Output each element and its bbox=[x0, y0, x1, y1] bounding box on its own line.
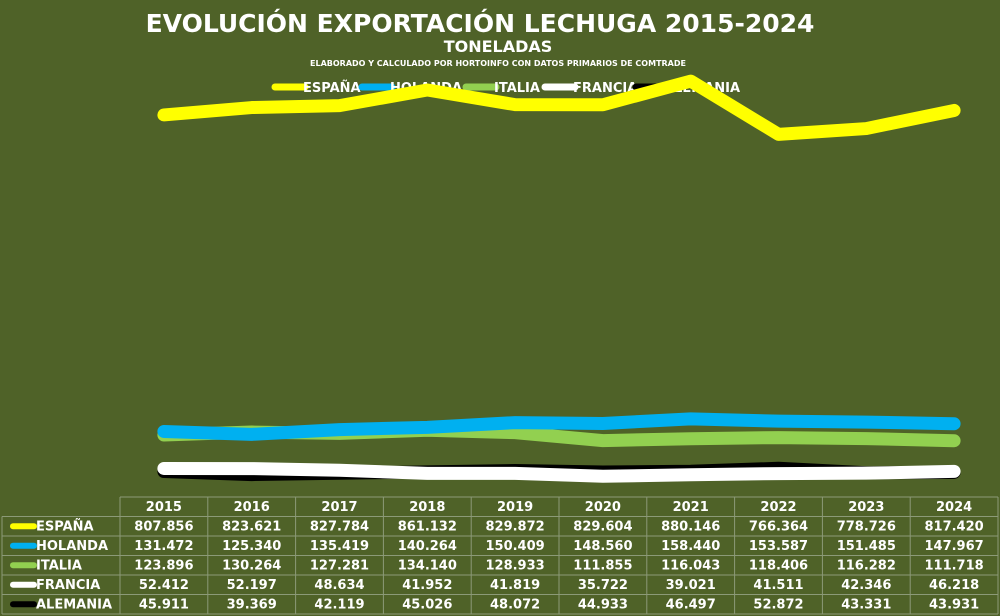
table-cell: 829.872 bbox=[485, 520, 544, 535]
table-cell: 39.369 bbox=[227, 598, 277, 613]
table-cell: 766.364 bbox=[749, 520, 808, 535]
table-cell: 861.132 bbox=[398, 520, 457, 535]
table-header-2021: 2021 bbox=[673, 500, 709, 515]
table-cell: 52.412 bbox=[139, 578, 189, 593]
table-cell: 48.072 bbox=[490, 598, 540, 613]
table-row-label-holanda: HOLANDA bbox=[36, 539, 108, 554]
table-header-2022: 2022 bbox=[760, 500, 796, 515]
table-cell: 150.409 bbox=[485, 539, 544, 554]
table-cell: 128.933 bbox=[485, 559, 544, 574]
table-cell: 45.026 bbox=[402, 598, 452, 613]
table-row-label-francia: FRANCIA bbox=[36, 578, 100, 593]
series-line-espana bbox=[157, 74, 961, 141]
table-cell: 880.146 bbox=[661, 520, 720, 535]
table-cell: 148.560 bbox=[573, 539, 632, 554]
table-cell: 131.472 bbox=[134, 539, 193, 554]
table-cell: 42.119 bbox=[314, 598, 364, 613]
data-table: 2015 2016 2017 2018 2019 2020 2021 2022 2023 2024… bbox=[1, 496, 999, 615]
table-cell: 817.420 bbox=[924, 520, 983, 535]
table-cell: 48.634 bbox=[314, 578, 364, 593]
table-cell: 158.440 bbox=[661, 539, 720, 554]
table-cell: 829.604 bbox=[573, 520, 632, 535]
table-cell: 130.264 bbox=[222, 559, 281, 574]
table-cell: 46.497 bbox=[666, 598, 716, 613]
table-cell: 41.819 bbox=[490, 578, 540, 593]
chart-title: EVOLUCIÓN EXPORTACIÓN LECHUGA 2015-2024 bbox=[146, 8, 815, 38]
table-cell: 827.784 bbox=[310, 520, 369, 535]
table-cell: 41.952 bbox=[402, 578, 452, 593]
table-cell: 111.718 bbox=[924, 559, 983, 574]
table-cell: 125.340 bbox=[222, 539, 281, 554]
table-cell: 45.911 bbox=[139, 598, 189, 613]
series-line-holanda bbox=[157, 412, 961, 441]
table-cell: 46.218 bbox=[929, 578, 979, 593]
table-cell: 43.931 bbox=[929, 598, 979, 613]
table-cell: 153.587 bbox=[749, 539, 808, 554]
table-cell: 52.197 bbox=[227, 578, 277, 593]
source-note: ELABORADO Y CALCULADO POR HORTOINFO CON … bbox=[310, 59, 686, 68]
table-cell: 44.933 bbox=[578, 598, 628, 613]
table-cell: 823.621 bbox=[222, 520, 281, 535]
table-cell: 116.282 bbox=[837, 559, 896, 574]
legend: ESPAÑA HOLANDA ITALIA FRANCIA ALEMANIA bbox=[271, 80, 740, 96]
legend-label-francia: FRANCIA bbox=[573, 81, 637, 96]
table-cell: 134.140 bbox=[398, 559, 457, 574]
table-cell: 807.856 bbox=[134, 520, 193, 535]
table-header-2016: 2016 bbox=[234, 500, 270, 515]
table-cell: 42.346 bbox=[841, 578, 891, 593]
table-cell: 39.021 bbox=[666, 578, 716, 593]
table-cell: 52.872 bbox=[753, 598, 803, 613]
table-row-label-alemania: ALEMANIA bbox=[36, 598, 112, 613]
table-cell: 116.043 bbox=[661, 559, 720, 574]
table-cell: 127.281 bbox=[310, 559, 369, 574]
table-cell: 778.726 bbox=[837, 520, 896, 535]
table-header-2019: 2019 bbox=[497, 500, 533, 515]
series-line-francia bbox=[157, 461, 961, 483]
table-cell: 151.485 bbox=[837, 539, 896, 554]
table-header-2024: 2024 bbox=[936, 500, 972, 515]
table-header-2018: 2018 bbox=[409, 500, 445, 515]
table-cell: 123.896 bbox=[134, 559, 193, 574]
legend-label-italia: ITALIA bbox=[494, 81, 540, 96]
table-cell: 43.331 bbox=[841, 598, 891, 613]
plot-area bbox=[157, 74, 961, 483]
legend-label-espana: ESPAÑA bbox=[303, 80, 361, 96]
table-header-2015: 2015 bbox=[146, 500, 182, 515]
table-cell: 135.419 bbox=[310, 539, 369, 554]
table-cell: 140.264 bbox=[398, 539, 457, 554]
table-header-2020: 2020 bbox=[585, 500, 621, 515]
chart-subtitle: TONELADAS bbox=[444, 37, 553, 56]
table-header-2023: 2023 bbox=[848, 500, 884, 515]
table-cell: 41.511 bbox=[753, 578, 803, 593]
table-row-label-espana: ESPAÑA bbox=[36, 519, 94, 535]
table-cell: 111.855 bbox=[573, 559, 632, 574]
table-row-label-italia: ITALIA bbox=[36, 559, 82, 574]
table-cell: 35.722 bbox=[578, 578, 628, 593]
table-cell: 118.406 bbox=[749, 559, 808, 574]
table-header-2017: 2017 bbox=[321, 500, 357, 515]
table-cell: 147.967 bbox=[924, 539, 983, 554]
